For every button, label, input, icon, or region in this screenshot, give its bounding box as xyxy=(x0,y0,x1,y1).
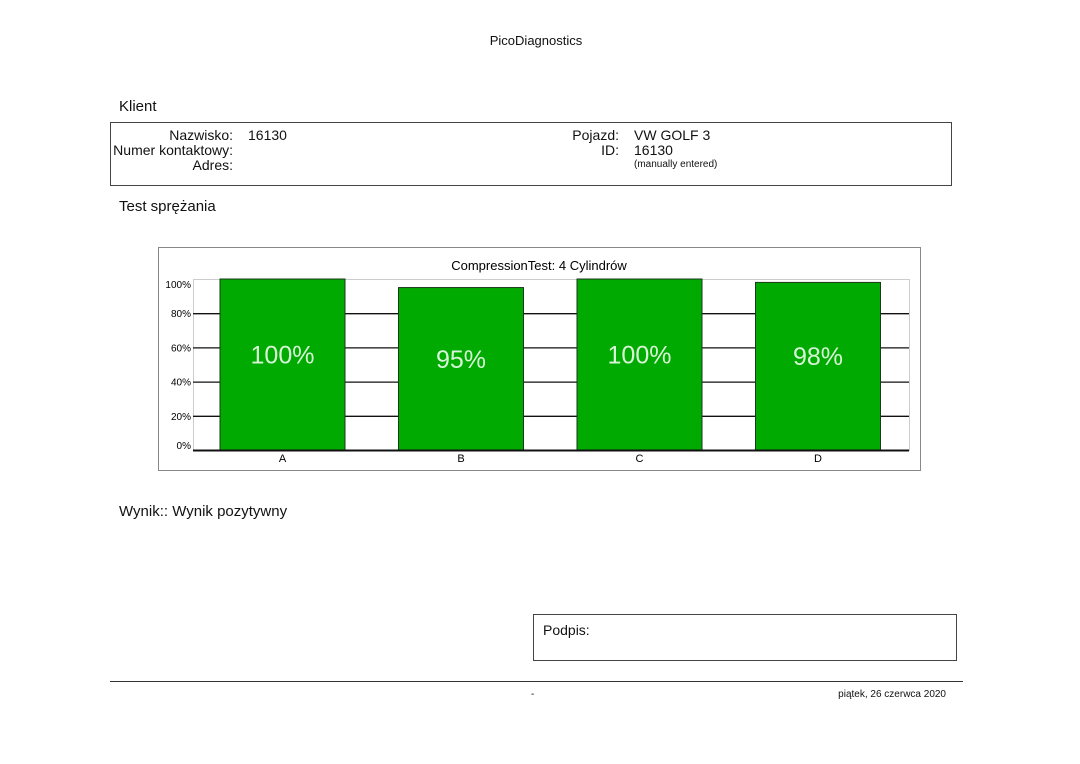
y-tick-label: 60% xyxy=(171,343,191,354)
bar-D xyxy=(755,281,881,451)
x-tick-label: C xyxy=(636,453,644,465)
y-tick-label: 0% xyxy=(177,441,192,452)
test-section-title: Test sprężania xyxy=(119,198,216,215)
signature-label: Podpis: xyxy=(543,622,590,638)
x-tick-label: A xyxy=(279,453,287,465)
footer-center: - xyxy=(531,689,535,700)
result-text: Wynik:: Wynik pozytywny xyxy=(119,503,288,520)
footer-divider xyxy=(110,681,963,682)
address-label: Adres: xyxy=(192,157,233,173)
vehicle-value: VW GOLF 3 xyxy=(634,127,711,143)
client-section-title: Klient xyxy=(119,98,157,115)
id-value: 16130 xyxy=(634,142,673,158)
surname-label: Nazwisko: xyxy=(169,127,233,143)
bar-A xyxy=(219,278,346,451)
signature-box: Podpis: xyxy=(533,614,957,661)
bar-B xyxy=(398,287,524,451)
id-note: (manually entered) xyxy=(634,159,718,170)
id-label: ID: xyxy=(601,142,619,158)
data-label-D: 98% xyxy=(793,343,843,371)
page-header-title: PicoDiagnostics xyxy=(489,33,583,48)
surname-value: 16130 xyxy=(248,127,287,143)
x-tick-label: D xyxy=(814,453,822,465)
y-tick-label: 20% xyxy=(171,412,191,423)
data-label-A: 100% xyxy=(251,342,315,370)
y-tick-label: 100% xyxy=(165,280,191,291)
data-label-B: 95% xyxy=(436,346,486,374)
y-tick-label: 80% xyxy=(171,309,191,320)
vehicle-label: Pojazd: xyxy=(572,127,619,143)
x-tick-label: B xyxy=(457,453,464,465)
client-info-box: Nazwisko: 16130 Numer kontaktowy: Adres:… xyxy=(110,122,952,186)
contact-label: Numer kontaktowy: xyxy=(113,142,233,158)
chart-title: CompressionTest: 4 Cylindrów xyxy=(451,258,627,273)
data-label-C: 100% xyxy=(608,342,672,370)
footer-date: piątek, 26 czerwca 2020 xyxy=(838,689,946,700)
y-tick-label: 40% xyxy=(171,378,191,389)
bar-C xyxy=(576,278,703,451)
